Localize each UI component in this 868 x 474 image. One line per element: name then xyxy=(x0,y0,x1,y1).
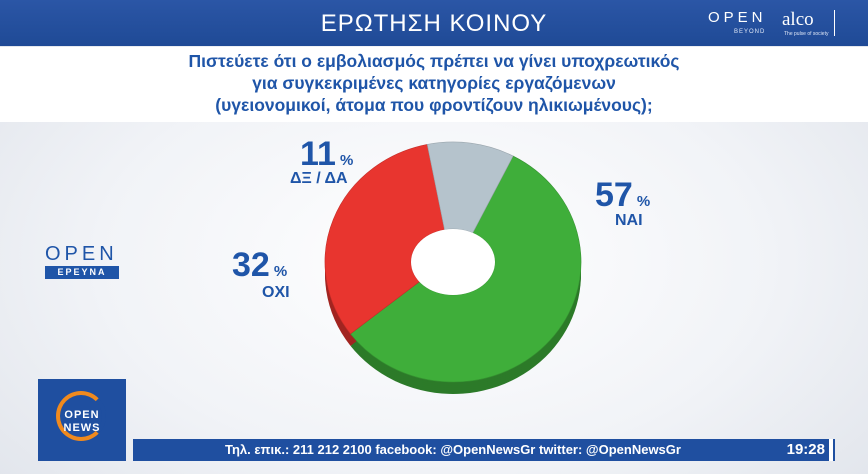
header-bar xyxy=(0,0,868,46)
yes-value: 57 xyxy=(595,176,633,214)
dk-percent: 11% xyxy=(300,135,353,174)
dk-label: ΔΞ / ΔΑ xyxy=(290,170,348,187)
logo-open-text: OPEN xyxy=(64,409,100,421)
ticker-bar: Τηλ. επικ.: 211 212 2100 facebook: @Open… xyxy=(133,439,835,461)
question-line-1: Πιστεύετε ότι ο εμβολιασμός πρέπει να γί… xyxy=(188,51,680,71)
open-news-logo: OPEN NEWS xyxy=(38,379,126,461)
alco-logo: alco xyxy=(782,9,814,30)
alco-tagline: The pulse of society xyxy=(784,31,829,37)
yes-percent-symbol: % xyxy=(636,193,651,210)
open-ereuna-top: OPEN xyxy=(45,243,118,265)
no-percent: 32% xyxy=(232,246,287,285)
page-title: ΕΡΩΤΗΣΗ ΚΟΙΝΟΥ xyxy=(320,10,548,37)
donut-hole xyxy=(411,229,495,295)
open-ereuna-logo: OPEN ΕΡΕΥΝΑ xyxy=(45,244,119,279)
logo-news-text: NEWS xyxy=(63,422,101,434)
open-ereuna-bottom: ΕΡΕΥΝΑ xyxy=(45,266,119,279)
question-line-3: (υγειονομικοί, άτομα που φροντίζουν ηλικ… xyxy=(215,95,653,115)
logo-ring-icon xyxy=(56,391,106,441)
beyond-label: BEYOND xyxy=(734,29,766,35)
dk-value: 11 xyxy=(300,135,336,173)
no-label: ΟΧΙ xyxy=(262,284,290,301)
question-panel: Πιστεύετε ότι ο εμβολιασμός πρέπει να γί… xyxy=(0,47,868,122)
no-percent-symbol: % xyxy=(273,263,288,280)
ticker-divider xyxy=(829,439,833,461)
ticker-text: Τηλ. επικ.: 211 212 2100 facebook: @Open… xyxy=(225,442,681,457)
question-line-2: για συγκεκριμένες κατηγορίες εργαζόμενων xyxy=(252,73,616,93)
no-value: 32 xyxy=(232,246,270,284)
brand-divider xyxy=(834,10,835,36)
yes-label: ΝΑΙ xyxy=(615,212,643,229)
yes-percent: 57% xyxy=(595,176,650,215)
open-beyond-logo: OPEN xyxy=(708,9,767,26)
dk-percent-symbol: % xyxy=(339,152,354,169)
clock-time: 19:28 xyxy=(786,441,825,458)
